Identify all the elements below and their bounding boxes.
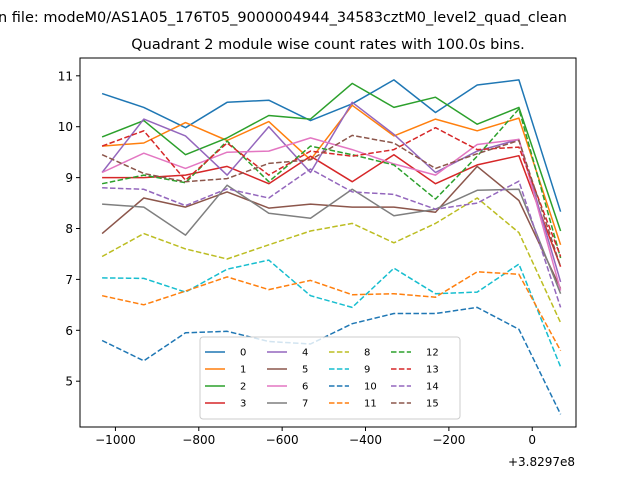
axes-frame	[79, 57, 577, 428]
series-line-1	[102, 104, 562, 246]
legend-label-0: 0	[240, 348, 246, 359]
legend-box	[199, 336, 461, 420]
y-tick-label: 8	[65, 222, 73, 236]
figure-suptitle: n file: modeM0/AS1A05_176T05_9000004944_…	[0, 10, 567, 26]
legend-label-11: 11	[364, 399, 377, 410]
x-offset-label: +3.8297e8	[508, 455, 575, 469]
series-line-10	[101, 306, 562, 415]
legend-label-13: 13	[426, 365, 439, 376]
series-line-4	[101, 101, 562, 283]
y-tick-label: 10	[58, 120, 73, 134]
series-line-5	[101, 165, 562, 289]
y-tick-label: 11	[58, 69, 73, 83]
legend-label-9: 9	[364, 365, 370, 376]
x-tick-label: 0	[528, 433, 536, 447]
series-line-13	[101, 126, 562, 257]
series-line-3	[102, 153, 562, 267]
series-line-12	[101, 108, 562, 259]
series-line-15	[101, 134, 562, 267]
x-tick-label: −1000	[95, 433, 136, 447]
legend-label-5: 5	[302, 365, 308, 376]
y-tick-label: 7	[65, 273, 73, 287]
legend-label-1: 1	[240, 365, 246, 376]
series-line-9	[102, 259, 562, 368]
x-tick-label: −800	[182, 433, 215, 447]
series-line-11	[101, 271, 562, 352]
series-line-6	[101, 137, 562, 291]
x-tick-label: −200	[432, 433, 465, 447]
x-tick-label: −400	[349, 433, 382, 447]
series-line-14	[102, 168, 562, 308]
legend-label-12: 12	[426, 348, 439, 359]
legend-label-8: 8	[364, 348, 370, 359]
series-line-2	[101, 82, 562, 232]
legend-label-6: 6	[302, 382, 308, 393]
y-tick-label: 6	[65, 324, 73, 338]
legend-label-4: 4	[302, 348, 308, 359]
legend-label-7: 7	[302, 399, 308, 410]
plot-frame	[79, 57, 577, 428]
series-line-0	[101, 79, 562, 212]
legend-label-10: 10	[364, 382, 377, 393]
series-line-8	[101, 197, 562, 324]
series-layer	[101, 79, 562, 415]
legend-label-14: 14	[426, 382, 439, 393]
y-tick-label: 5	[65, 375, 73, 389]
y-tick-label: 9	[65, 171, 73, 185]
x-tick-label: −600	[266, 433, 299, 447]
legend-label-15: 15	[426, 399, 439, 410]
series-line-7	[102, 184, 562, 294]
legend-label-3: 3	[240, 399, 246, 410]
legend-label-2: 2	[240, 382, 246, 393]
chart-title: Quadrant 2 module wise count rates with …	[131, 37, 525, 53]
